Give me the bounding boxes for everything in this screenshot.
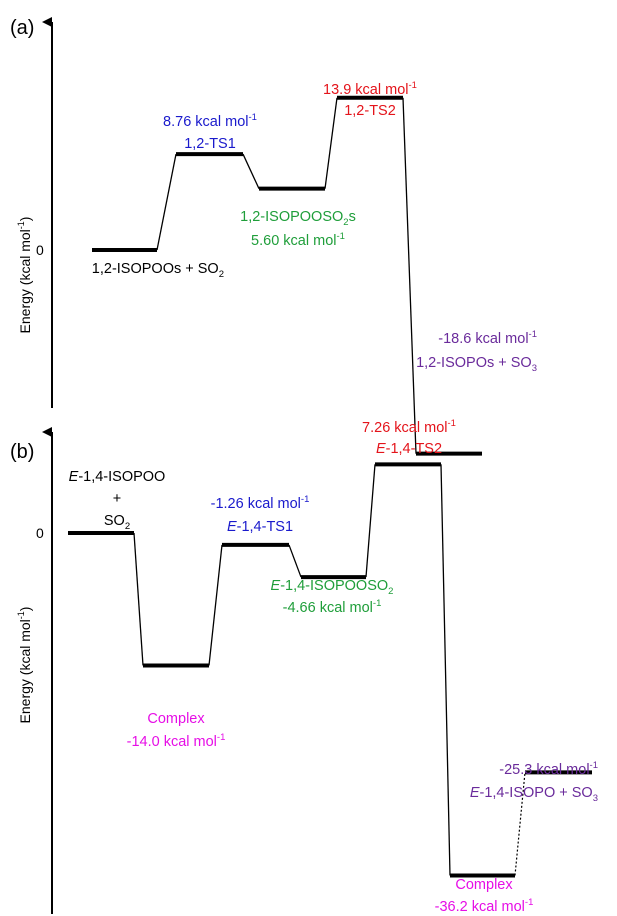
panel-a-y-axis-label: Energy (kcal mol-1) — [16, 217, 33, 334]
panel-a-levels: 1,2-ISOPOOs + SO2 8.76 kcal mol-1 1,2-TS1 1… — [92, 80, 537, 456]
level-label-a-intermediate-line-0: 1,2-ISOPOOSO2s — [240, 209, 356, 228]
panel-a-zero-tick: 0 — [36, 242, 44, 258]
level-label-a-product-line-1: 1,2-ISOPOs + SO3 — [416, 355, 537, 374]
connector-a-reactant-to-ts1 — [156, 153, 177, 251]
level-label-b-ts2-line-0: 7.26 kcal mol-1 — [362, 418, 456, 436]
level-label-b-ts2-line-1: E-1,4-TS2 — [376, 441, 442, 457]
connector-b-ts1-to-intermediate — [288, 544, 302, 578]
level-label-a-ts2-line-0: 13.9 kcal mol-1 — [323, 80, 417, 98]
connector-a-intermediate-to-ts2 — [324, 97, 338, 189]
level-label-a-product-line-0: -18.6 kcal mol-1 — [438, 329, 537, 347]
level-label-b-intermediate-line-0: E-1,4-ISOPOOSO2 — [271, 578, 394, 597]
panel-b-label: (b) — [10, 441, 34, 463]
level-label-b-ts1-line-1: E-1,4-TS1 — [227, 519, 293, 535]
level-label-a-ts2-line-1: 1,2-TS2 — [344, 103, 396, 119]
level-label-a-reactant-line-0: 1,2-ISOPOOs + SO2 — [92, 261, 224, 280]
level-label-b-reactant-line-2: SO2 — [104, 513, 130, 532]
panel-b-zero-tick: 0 — [36, 525, 44, 541]
level-label-b-product-line-1: E-1,4-ISOPO + SO3 — [470, 785, 598, 804]
level-label-b-intermediate-line-1: -4.66 kcal mol-1 — [283, 598, 382, 616]
level-label-b-ts1-line-0: -1.26 kcal mol-1 — [211, 494, 310, 512]
panel-b: (b) Energy (kcal mol-1) 0 E-1,4-ISOPOO + S… — [10, 418, 598, 915]
connector-b-ts2-to-complex2 — [440, 464, 451, 876]
connector-b-intermediate-to-ts2 — [365, 464, 376, 578]
level-label-b-complex1-line-1: -14.0 kcal mol-1 — [127, 732, 226, 750]
connector-b-reactant-to-complex1 — [133, 532, 144, 666]
connector-b-complex2-to-product — [514, 772, 526, 876]
level-label-b-reactant-line-1: + — [113, 491, 121, 507]
level-label-b-complex1-line-0: Complex — [147, 711, 205, 727]
level-label-a-ts1-line-1: 1,2-TS1 — [184, 136, 236, 152]
level-label-b-reactant-line-0: E-1,4-ISOPOO — [69, 469, 166, 485]
connector-a-ts2-to-product — [402, 97, 417, 454]
level-label-b-product-line-0: -25.3 kcal mol-1 — [499, 760, 598, 778]
level-label-b-complex2-line-0: Complex — [455, 877, 513, 893]
panel-b-levels: E-1,4-ISOPOO + SO2 Complex -14.0 kcal mol-1 -… — [68, 418, 598, 915]
connector-a-ts1-to-intermediate — [242, 153, 260, 189]
panel-a-label: (a) — [10, 17, 34, 39]
panel-a: (a) Energy (kcal mol-1) 0 1,2-ISOPOOs + … — [10, 17, 537, 456]
level-label-a-ts1-line-0: 8.76 kcal mol-1 — [163, 112, 257, 130]
level-label-a-intermediate-line-1: 5.60 kcal mol-1 — [251, 231, 345, 249]
level-label-b-complex2-line-1: -36.2 kcal mol-1 — [435, 897, 534, 915]
panel-b-y-axis-label: Energy (kcal mol-1) — [16, 607, 33, 724]
connector-b-complex1-to-ts1 — [208, 544, 223, 666]
